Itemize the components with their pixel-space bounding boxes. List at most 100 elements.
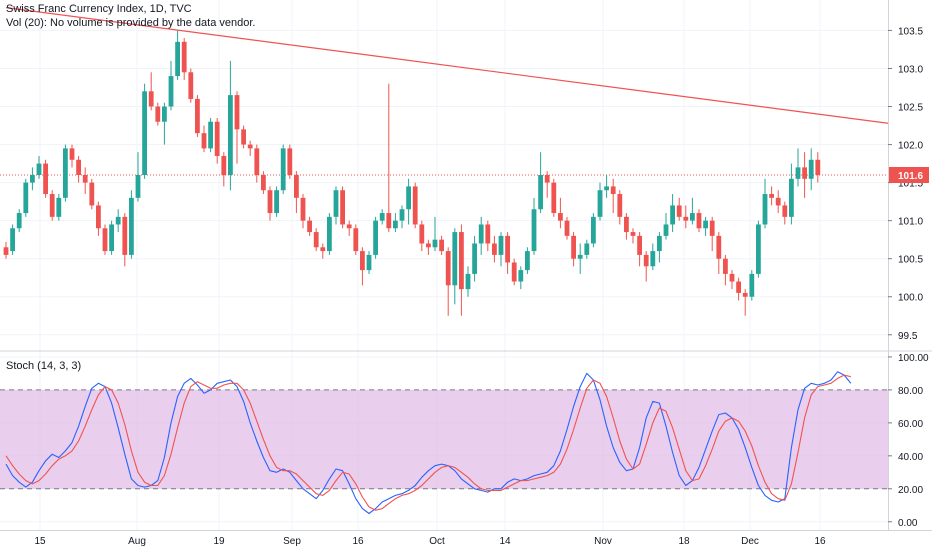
candle[interactable] bbox=[808, 148, 814, 191]
candle[interactable] bbox=[498, 232, 504, 267]
candle[interactable] bbox=[115, 209, 121, 233]
candle[interactable] bbox=[439, 235, 444, 255]
candle[interactable] bbox=[802, 152, 807, 198]
candle[interactable] bbox=[584, 239, 590, 259]
candle[interactable] bbox=[340, 186, 345, 229]
candle[interactable] bbox=[558, 197, 563, 229]
candle[interactable] bbox=[604, 175, 609, 198]
candle[interactable] bbox=[815, 152, 821, 183]
candle[interactable] bbox=[610, 178, 616, 214]
candle[interactable] bbox=[670, 194, 675, 233]
candle[interactable] bbox=[386, 83, 392, 233]
candle[interactable] bbox=[518, 266, 524, 290]
candle[interactable] bbox=[188, 68, 194, 103]
candle[interactable] bbox=[333, 186, 339, 225]
candle[interactable] bbox=[564, 216, 570, 240]
candle[interactable] bbox=[690, 197, 695, 225]
candle[interactable] bbox=[82, 167, 88, 195]
candle[interactable] bbox=[775, 190, 781, 214]
candle[interactable] bbox=[538, 152, 543, 214]
main-title[interactable]: Swiss Franc Currency Index, 1D, TVC bbox=[6, 3, 192, 15]
candle[interactable] bbox=[10, 224, 15, 255]
candle[interactable] bbox=[643, 251, 649, 282]
candle[interactable] bbox=[49, 190, 55, 221]
candle[interactable] bbox=[274, 186, 279, 217]
candle[interactable] bbox=[327, 213, 332, 255]
candle[interactable] bbox=[551, 178, 557, 217]
candle[interactable] bbox=[63, 144, 68, 202]
candle[interactable] bbox=[379, 209, 385, 225]
candle[interactable] bbox=[478, 216, 484, 255]
candle[interactable] bbox=[492, 235, 497, 263]
candle[interactable] bbox=[419, 220, 425, 252]
candle[interactable] bbox=[267, 186, 273, 221]
candle[interactable] bbox=[221, 152, 227, 187]
candle[interactable] bbox=[360, 247, 365, 286]
candle[interactable] bbox=[16, 209, 22, 233]
candle[interactable] bbox=[148, 72, 154, 111]
candle[interactable] bbox=[201, 125, 207, 153]
candle[interactable] bbox=[465, 266, 471, 297]
candle[interactable] bbox=[452, 228, 458, 305]
candle[interactable] bbox=[195, 95, 200, 137]
candle[interactable] bbox=[3, 241, 9, 259]
candle[interactable] bbox=[597, 182, 603, 221]
candle[interactable] bbox=[373, 216, 378, 259]
candle[interactable] bbox=[135, 152, 141, 202]
candle[interactable] bbox=[729, 270, 735, 290]
candle[interactable] bbox=[617, 190, 623, 225]
candle[interactable] bbox=[637, 232, 642, 267]
candle[interactable] bbox=[762, 178, 768, 229]
candle[interactable] bbox=[366, 251, 372, 274]
candle[interactable] bbox=[683, 205, 689, 229]
candle[interactable] bbox=[280, 144, 286, 195]
candle[interactable] bbox=[155, 102, 161, 126]
candle[interactable] bbox=[399, 205, 405, 229]
candle[interactable] bbox=[294, 171, 299, 214]
candle[interactable] bbox=[525, 247, 530, 274]
candle[interactable] bbox=[122, 213, 128, 267]
candle[interactable] bbox=[406, 178, 411, 225]
candle[interactable] bbox=[175, 30, 180, 80]
candle[interactable] bbox=[531, 197, 537, 255]
last-price-badge[interactable] bbox=[889, 167, 929, 183]
stoch-d-line[interactable] bbox=[5, 374, 851, 511]
candle[interactable] bbox=[346, 220, 352, 236]
candle[interactable] bbox=[756, 220, 761, 278]
candle[interactable] bbox=[782, 201, 788, 225]
candle[interactable] bbox=[300, 194, 306, 229]
candle[interactable] bbox=[76, 155, 81, 183]
candle[interactable] bbox=[247, 140, 253, 156]
stoch-title[interactable]: Stoch (14, 3, 3) bbox=[6, 360, 82, 372]
candle[interactable] bbox=[749, 270, 755, 301]
candle[interactable] bbox=[445, 247, 451, 316]
candle[interactable] bbox=[162, 102, 167, 145]
candle[interactable] bbox=[723, 254, 728, 286]
candle[interactable] bbox=[102, 224, 108, 255]
candle[interactable] bbox=[261, 171, 266, 195]
candle[interactable] bbox=[703, 216, 708, 236]
candle[interactable] bbox=[769, 186, 774, 206]
candle[interactable] bbox=[591, 213, 596, 248]
candle[interactable] bbox=[624, 213, 629, 240]
candle[interactable] bbox=[43, 159, 48, 198]
candle[interactable] bbox=[742, 289, 748, 316]
candle[interactable] bbox=[393, 213, 398, 233]
candle[interactable] bbox=[109, 220, 114, 255]
candle[interactable] bbox=[577, 243, 583, 274]
candle[interactable] bbox=[426, 239, 431, 255]
candle[interactable] bbox=[36, 155, 42, 179]
trendline[interactable] bbox=[5, 7, 889, 124]
candle[interactable] bbox=[709, 216, 715, 252]
candle[interactable] bbox=[30, 167, 35, 191]
candle[interactable] bbox=[650, 243, 656, 271]
candle[interactable] bbox=[23, 178, 29, 217]
candle[interactable] bbox=[795, 148, 801, 187]
candle[interactable] bbox=[181, 38, 187, 80]
candle[interactable] bbox=[142, 83, 147, 179]
candle[interactable] bbox=[320, 243, 326, 259]
candle[interactable] bbox=[696, 209, 702, 233]
candle[interactable] bbox=[228, 60, 233, 191]
candle[interactable] bbox=[89, 178, 95, 210]
